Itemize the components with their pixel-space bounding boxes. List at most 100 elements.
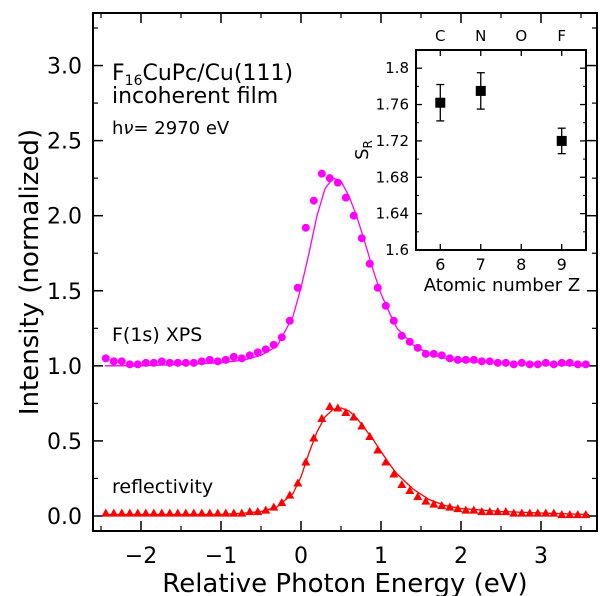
reflectivity-point	[485, 506, 495, 516]
xps-point	[173, 358, 182, 367]
reflectivity-point	[133, 508, 143, 517]
xps-point	[373, 283, 382, 292]
inset-element-label: N	[475, 27, 486, 45]
xps-point	[245, 351, 254, 360]
reflectivity-point	[573, 509, 583, 519]
y-tick-label: 1.0	[47, 355, 82, 380]
xps-point	[533, 360, 542, 369]
xps-point	[293, 283, 302, 292]
inset-y-tick-label: 1.72	[376, 132, 409, 150]
xps-point	[405, 337, 414, 346]
reflectivity-point	[333, 403, 343, 412]
xps-point	[549, 360, 558, 369]
xps-point	[197, 357, 206, 366]
reflectivity-point	[405, 485, 415, 495]
xps-point	[309, 196, 318, 205]
reflectivity-point	[309, 433, 319, 442]
xps-point	[157, 357, 166, 366]
reflectivity-point	[581, 509, 591, 519]
inset-x-tick-label: 6	[435, 255, 445, 274]
inset-y-tick-label: 1.64	[376, 205, 409, 223]
reflectivity-point	[365, 431, 375, 441]
reflectivity-point	[397, 479, 407, 489]
x-tick-label: 3	[534, 544, 548, 569]
reflectivity-point	[429, 499, 439, 508]
xps-point	[101, 354, 110, 363]
reflectivity-point	[437, 500, 447, 510]
reflectivity-point	[525, 508, 535, 517]
reflectivity-point	[229, 508, 239, 517]
xps-series-label: F(1s) XPS	[112, 324, 202, 346]
reflectivity-point	[381, 457, 391, 466]
xps-point	[349, 211, 358, 220]
inset-element-label: C	[435, 27, 445, 45]
y-tick-label: 2.5	[47, 130, 82, 155]
inset-element-label: F	[557, 27, 566, 45]
xps-point	[229, 352, 238, 361]
xps-point	[325, 174, 334, 183]
y-tick-label: 1.5	[47, 280, 82, 305]
x-axis-label: Relative Photon Energy (eV)	[162, 569, 527, 596]
reflectivity-point	[285, 490, 295, 499]
xps-point	[573, 360, 582, 369]
reflectivity-point	[509, 508, 519, 517]
reflectivity-point	[301, 457, 311, 466]
inset-x-tick-label: 9	[557, 255, 567, 274]
x-tick-label: 2	[454, 544, 468, 569]
reflectivity-point	[453, 503, 463, 513]
xps-point	[517, 358, 526, 367]
inset-point	[556, 135, 567, 146]
inset-x-tick-label: 8	[516, 255, 526, 274]
y-tick-label: 0.0	[47, 505, 82, 530]
reflectivity-point	[237, 508, 247, 517]
xps-point	[341, 193, 350, 202]
y-tick-label: 3.0	[47, 55, 82, 80]
reflectivity-point	[389, 469, 399, 478]
reflectivity-point	[165, 508, 175, 517]
xps-point	[253, 348, 262, 357]
reflectivity-point	[341, 407, 351, 416]
inset-plot: 6 C 7 N 8 O 9 F 1.6 1.64 1.68 1.72 1.76 1.8 SR Atomic n…	[352, 27, 587, 296]
photon-energy-label: hν= 2970 eV	[112, 118, 230, 139]
x-tick-label: 0	[294, 544, 308, 569]
reflectivity-fit-curve	[105, 407, 590, 516]
xps-point	[509, 360, 518, 369]
reflectivity-point	[173, 508, 183, 517]
reflectivity-point	[197, 508, 207, 517]
reflectivity-point	[517, 508, 527, 517]
xps-point	[581, 360, 590, 369]
reflectivity-point	[149, 508, 159, 517]
xps-point	[565, 358, 574, 367]
inset-y-tick-label: 1.68	[376, 168, 409, 186]
reflectivity-point	[221, 508, 231, 517]
inset-point	[475, 85, 486, 96]
inset-x-axis-label: Atomic number Z	[424, 275, 581, 296]
inset-y-tick-label: 1.6	[385, 241, 409, 259]
reflectivity-point	[469, 505, 479, 514]
xps-point	[541, 358, 550, 367]
reflectivity-point	[421, 496, 431, 505]
xps-point	[477, 357, 486, 366]
xps-point	[429, 349, 438, 358]
xps-point	[469, 355, 478, 364]
reflectivity-point	[533, 508, 543, 517]
reflectivity-point	[205, 508, 215, 517]
xps-point	[381, 301, 390, 310]
inset-y-axis-label: SR	[352, 140, 375, 160]
reflectivity-point	[253, 506, 263, 516]
reflectivity-point	[181, 508, 191, 517]
xps-point	[237, 354, 246, 363]
reflectivity-point	[493, 506, 503, 516]
xps-point	[365, 259, 374, 268]
reflectivity-point	[245, 506, 255, 516]
xps-point	[525, 360, 534, 369]
x-tick-label: −2	[125, 544, 157, 569]
inset-frame	[415, 49, 587, 251]
xps-point	[301, 223, 310, 232]
reflectivity-point	[109, 508, 119, 517]
xps-point	[149, 358, 158, 367]
xps-point	[421, 349, 430, 358]
x-tick-label: −1	[205, 544, 237, 569]
reflectivity-point	[189, 508, 199, 517]
